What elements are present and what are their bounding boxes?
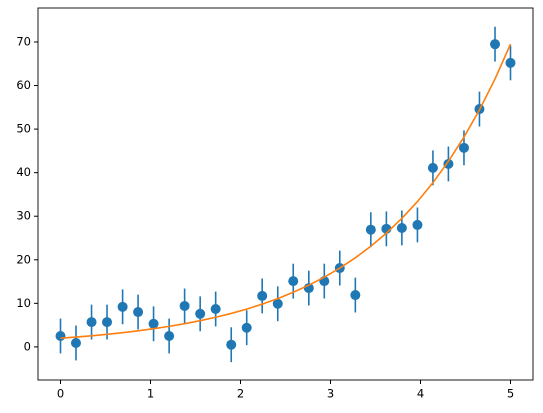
fit-line: [60, 43, 512, 339]
data-point: [86, 317, 97, 328]
x-tick-label: 2: [237, 387, 244, 401]
data-point: [226, 339, 237, 350]
y-tick-label: 30: [16, 209, 31, 223]
data-point: [133, 307, 144, 318]
y-tick-label: 60: [16, 78, 31, 92]
data-point: [443, 158, 454, 169]
data-point: [148, 318, 159, 329]
x-tick-label: 3: [327, 387, 334, 401]
y-tick-label: 10: [16, 296, 31, 310]
data-point: [458, 142, 469, 153]
y-tick-label: 0: [24, 339, 31, 353]
data-point: [505, 57, 516, 68]
data-point: [164, 331, 175, 342]
data-point: [272, 298, 283, 309]
x-tick-label: 0: [57, 387, 64, 401]
data-point: [195, 308, 206, 319]
y-tick-label: 70: [16, 34, 31, 48]
y-tick-label: 40: [16, 165, 31, 179]
data-point: [490, 39, 501, 50]
data-point: [117, 301, 128, 312]
x-tick-label: 5: [507, 387, 514, 401]
data-point: [257, 290, 268, 301]
x-tick-label: 1: [147, 387, 154, 401]
plot-frame: [37, 7, 534, 381]
data-point: [350, 290, 361, 301]
x-tick-label: 4: [417, 387, 424, 401]
data-point: [210, 303, 221, 314]
y-tick-label: 20: [16, 252, 31, 266]
data-point: [241, 322, 252, 333]
data-point: [288, 276, 299, 287]
data-point: [412, 219, 423, 230]
data-point: [365, 224, 376, 235]
data-point: [179, 300, 190, 311]
data-point: [396, 222, 407, 233]
data-point: [102, 317, 113, 328]
data-point: [427, 162, 438, 173]
y-tick-label: 50: [16, 122, 31, 136]
data-point: [55, 331, 66, 342]
data-point: [70, 337, 81, 348]
